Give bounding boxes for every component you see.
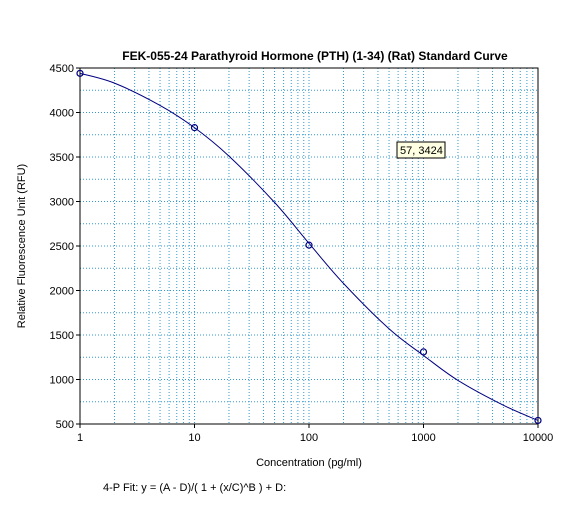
data-point	[190, 124, 199, 132]
data-point	[76, 69, 84, 77]
y-tick-label: 3000	[50, 197, 74, 209]
tooltip-text: 57, 3424	[400, 145, 443, 157]
y-tick-label: 1500	[50, 330, 74, 342]
data-point	[534, 416, 542, 425]
chart-title: FEK-055-24 Parathyroid Hormone (PTH) (1-…	[122, 49, 508, 63]
data-points	[76, 69, 542, 425]
x-axis-ticks: 1 10 100 1000 10000	[77, 424, 553, 444]
y-tick-label: 2500	[50, 241, 74, 253]
y-axis-ticks: 500 1000 1500 2000 2500 3000 3500 4000 4500	[50, 63, 80, 431]
tooltip-box	[396, 141, 446, 159]
y-tick-label: 3500	[50, 152, 74, 164]
x-tick-label: 1000	[411, 432, 435, 444]
y-tick-label: 2000	[50, 286, 74, 298]
fit-curve	[79, 72, 539, 421]
y-tick-label: 4500	[50, 63, 74, 75]
data-point	[419, 348, 428, 356]
x-axis-label: Concentration (pg/ml)	[256, 457, 362, 469]
x-tick-label: 10	[188, 432, 200, 444]
grid	[80, 68, 538, 424]
fit-equation-label: 4-P Fit: y = (A - D)/( 1 + (x/C)^B ) + D…	[103, 482, 286, 494]
y-axis-label: Relative Fluorescence Unit (RFU)	[16, 164, 28, 328]
y-tick-label: 1000	[50, 375, 74, 387]
y-tick-label: 4000	[50, 108, 74, 120]
x-tick-label: 1	[77, 432, 83, 444]
x-tick-label: 10000	[523, 432, 554, 444]
data-point	[305, 241, 313, 249]
y-tick-label: 500	[56, 419, 74, 431]
x-tick-label: 100	[300, 432, 318, 444]
tooltip: 57, 3424	[396, 141, 446, 159]
